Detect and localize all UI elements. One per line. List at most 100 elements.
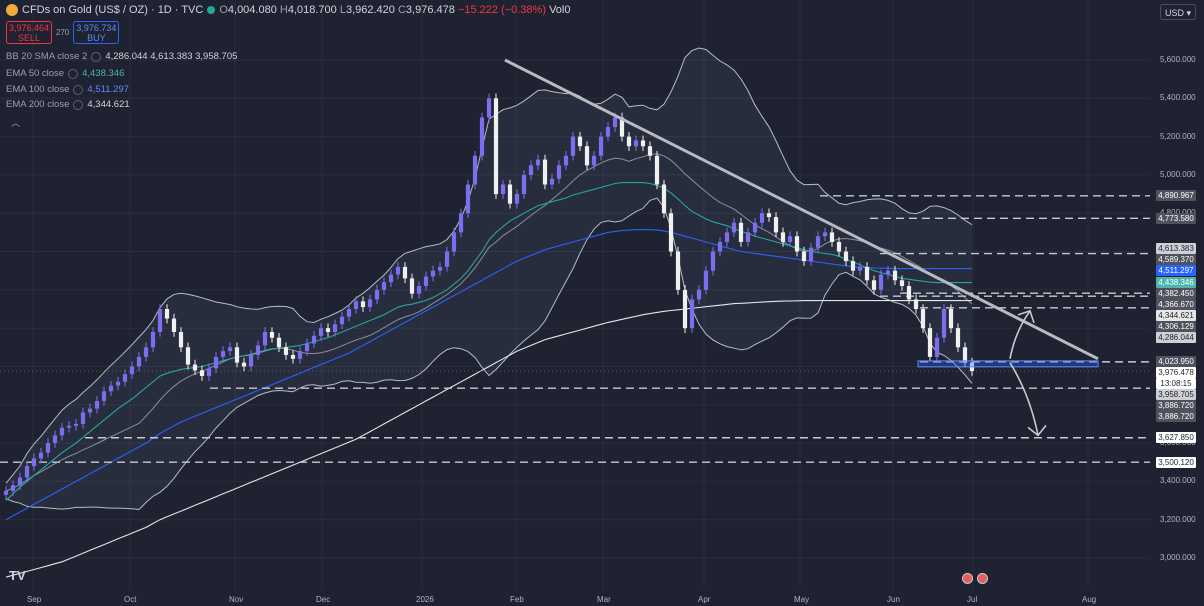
buy-button[interactable]: 3,976.734 BUY (73, 21, 120, 44)
eye-icon[interactable] (73, 84, 84, 95)
candle-body (325, 328, 331, 332)
x-tick-label: Apr (698, 595, 711, 604)
market-status-icon (207, 6, 216, 14)
candle-body (962, 347, 968, 363)
x-tick-label: Nov (229, 595, 244, 604)
trade-panel: 3,976.464 SELL 270 3,976.734 BUY (6, 21, 120, 44)
candle-body (514, 194, 520, 204)
candle-body (521, 174, 527, 195)
candle-body (745, 232, 751, 242)
eye-icon[interactable] (73, 99, 84, 110)
price-tag: 3,627.850 (1156, 432, 1196, 444)
tradingview-logo-icon[interactable]: TV (9, 568, 26, 583)
candle-body (66, 425, 72, 428)
candle-body (381, 282, 387, 290)
candle-body (633, 140, 639, 147)
event-flag-icon[interactable] (962, 573, 973, 584)
candle-body (878, 274, 884, 290)
candle-body (906, 286, 912, 300)
candle-body (318, 328, 324, 336)
candle-body (612, 117, 618, 128)
price-tag: 3,976.478 (1156, 367, 1196, 379)
candle-body (836, 241, 842, 252)
candle-body (416, 286, 422, 294)
candle-body (283, 347, 289, 355)
sell-button[interactable]: 3,976.464 SELL (6, 21, 52, 44)
price-tag: 4,438.346 (1156, 277, 1196, 288)
down-arrowhead (1027, 424, 1047, 437)
candle-body (437, 266, 443, 271)
candle-body (402, 266, 408, 279)
candle-body (332, 324, 338, 332)
candle-body (444, 251, 450, 267)
candle-body (948, 309, 954, 329)
candle-body (290, 354, 296, 359)
candle-body (500, 184, 506, 195)
price-tag: 4,382.450 (1156, 288, 1196, 299)
candle-body (850, 261, 856, 271)
eye-icon[interactable] (91, 51, 102, 62)
y-tick-label: 5,400.000 (1160, 93, 1196, 103)
y-tick-label: 3,200.000 (1160, 514, 1196, 524)
candle-body (563, 155, 569, 166)
indicator-ema200[interactable]: EMA 200 close 4,344.621 (6, 99, 130, 110)
indicator-bb[interactable]: BB 20 SMA close 2 4,286.044 4,613.383 3,9… (6, 51, 238, 62)
candles (3, 93, 975, 500)
x-tick-label: Jul (967, 595, 978, 604)
event-flag-icon[interactable] (977, 573, 988, 584)
candle-body (157, 309, 163, 332)
candle-body (38, 452, 44, 459)
x-tick-label: Feb (510, 595, 524, 604)
price-tag: 3,958.705 (1156, 389, 1196, 401)
x-tick-label: May (794, 595, 810, 604)
price-tag: 4,613.383 (1156, 243, 1196, 255)
bollinger-band-area (6, 48, 972, 510)
candle-body (395, 266, 401, 275)
candle-body (129, 366, 135, 375)
spread: 270 (56, 28, 70, 37)
x-tick-label: Dec (316, 595, 331, 604)
currency-selector[interactable]: USD ▾ (1160, 4, 1196, 20)
candle-body (45, 443, 51, 453)
candle-body (675, 251, 681, 290)
candle-body (479, 117, 485, 156)
candle-body (871, 280, 877, 290)
symbol-title[interactable]: CFDs on Gold (US$ / OZ) · 1D · TVC (22, 4, 204, 16)
indicator-ema50[interactable]: EMA 50 close 4,438.346 (6, 68, 125, 79)
gold-icon (6, 4, 18, 16)
candle-body (52, 435, 58, 444)
candle-body (10, 485, 16, 491)
collapse-icon[interactable]: ︿ (11, 118, 21, 128)
candle-body (423, 276, 429, 287)
price-tag: 4,344.621 (1156, 310, 1196, 321)
candle-body (892, 270, 898, 281)
drawings[interactable] (504, 58, 1099, 437)
indicator-ema100[interactable]: EMA 100 close 4,511.297 (6, 84, 129, 95)
price-tag: 3,500.120 (1156, 456, 1196, 468)
candle-body (605, 127, 611, 137)
candle-body (17, 477, 23, 486)
candle-body (24, 466, 30, 478)
candle-body (430, 270, 436, 277)
candle-body (31, 458, 37, 467)
eye-icon[interactable] (68, 68, 79, 79)
candle-body (248, 354, 254, 367)
x-tick-label: Jun (887, 595, 900, 604)
candle-body (465, 184, 471, 214)
candle-body (486, 98, 492, 118)
y-tick-label: 5,600.000 (1160, 55, 1196, 64)
volume-value: Vol0 (549, 4, 571, 16)
candle-body (192, 364, 198, 371)
candle-body (199, 370, 205, 377)
candle-body (696, 289, 702, 300)
candle-body (759, 213, 765, 223)
candle-body (108, 385, 114, 392)
horizontal-levels (0, 195, 1150, 463)
candle-body (864, 266, 870, 281)
support-zone (917, 360, 1099, 368)
up-arrow-path (1009, 310, 1031, 359)
candle-body (150, 331, 156, 348)
x-tick-label: Oct (124, 595, 137, 604)
candle-body (507, 184, 513, 204)
